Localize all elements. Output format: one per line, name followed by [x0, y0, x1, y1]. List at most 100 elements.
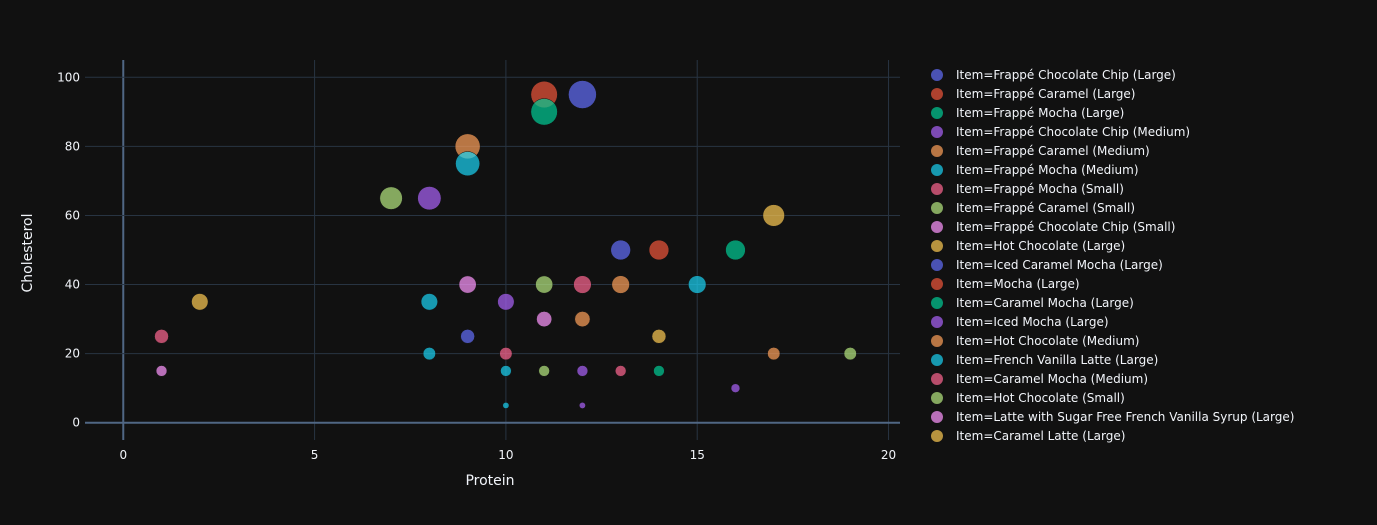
data-point — [497, 293, 515, 311]
data-point — [762, 204, 785, 227]
data-point — [535, 275, 554, 294]
legend-item[interactable]: Item=Frappé Mocha (Large) — [931, 106, 1124, 120]
legend-item[interactable]: Item=Latte with Sugar Free French Vanill… — [931, 410, 1294, 424]
data-point — [191, 293, 209, 311]
data-point — [574, 311, 591, 328]
data-point — [725, 239, 746, 261]
x-tick-label: 20 — [881, 448, 896, 462]
data-point — [458, 275, 477, 294]
legend-item[interactable]: Item=Frappé Chocolate Chip (Large) — [931, 68, 1176, 82]
data-point — [155, 365, 168, 377]
legend-item[interactable]: Item=Iced Mocha (Large) — [931, 315, 1109, 329]
legend-item[interactable]: Item=Iced Caramel Mocha (Large) — [931, 258, 1163, 272]
data-point — [767, 347, 781, 361]
legend-label: Item=Hot Chocolate (Small) — [956, 391, 1125, 405]
legend-label: Item=Frappé Mocha (Medium) — [956, 163, 1139, 177]
legend-label: Item=Frappé Caramel (Small) — [956, 201, 1135, 215]
legend-item[interactable]: Item=Frappé Mocha (Small) — [931, 182, 1124, 196]
data-point — [420, 293, 438, 311]
legend-marker — [931, 373, 943, 385]
y-tick-label: 80 — [65, 139, 80, 153]
legend-item[interactable]: Item=Frappé Mocha (Medium) — [931, 163, 1139, 177]
legend-label: Item=Frappé Mocha (Small) — [956, 182, 1124, 196]
legend: Item=Frappé Chocolate Chip (Large) Item=F… — [931, 68, 1294, 443]
legend-label: Item=Caramel Mocha (Medium) — [956, 372, 1148, 386]
legend-marker — [931, 69, 943, 81]
data-point — [573, 275, 592, 294]
data-point — [730, 383, 741, 393]
legend-label: Item=Iced Caramel Mocha (Large) — [956, 258, 1163, 272]
legend-item[interactable]: Item=Frappé Caramel (Medium) — [931, 144, 1150, 158]
legend-label: Item=Frappé Chocolate Chip (Medium) — [956, 125, 1190, 139]
legend-item[interactable]: Item=Caramel Mocha (Large) — [931, 296, 1134, 310]
legend-marker — [931, 430, 943, 442]
legend-marker — [931, 240, 943, 252]
legend-label: Item=Hot Chocolate (Large) — [956, 239, 1125, 253]
legend-label: Item=Caramel Latte (Large) — [956, 429, 1125, 443]
legend-marker — [931, 392, 943, 404]
legend-item[interactable]: Item=Caramel Latte (Large) — [931, 429, 1125, 443]
data-point — [610, 239, 631, 261]
data-point — [611, 275, 630, 294]
data-point — [653, 365, 665, 377]
y-tick-label: 0 — [72, 416, 80, 430]
data-point — [576, 365, 589, 377]
data-point — [648, 239, 670, 261]
x-axis-title: Protein — [465, 473, 514, 489]
data-point — [379, 186, 403, 210]
legend-marker — [931, 164, 943, 176]
legend-marker — [931, 202, 943, 214]
data-point — [417, 186, 442, 211]
data-point — [500, 365, 512, 377]
y-tick-label: 40 — [65, 278, 80, 292]
legend-label: Item=Frappé Mocha (Large) — [956, 106, 1124, 120]
legend-item[interactable]: Item=French Vanilla Latte (Large) — [931, 353, 1158, 367]
data-point — [615, 365, 627, 377]
data-point — [499, 347, 513, 361]
legend-label: Item=Caramel Mocha (Large) — [956, 296, 1134, 310]
data-point — [538, 365, 550, 377]
data-point — [568, 80, 597, 109]
data-points — [154, 80, 857, 409]
data-point — [536, 311, 553, 328]
legend-marker — [931, 259, 943, 271]
legend-marker — [931, 126, 943, 138]
data-point — [651, 329, 667, 344]
y-axis-title: Cholesterol — [20, 213, 36, 292]
data-point — [688, 275, 707, 294]
legend-label: Item=Frappé Caramel (Medium) — [956, 144, 1150, 158]
x-tick-label: 15 — [690, 448, 705, 462]
legend-item[interactable]: Item=Frappé Chocolate Chip (Medium) — [931, 125, 1190, 139]
legend-item[interactable]: Item=Hot Chocolate (Large) — [931, 239, 1125, 253]
y-tick-label: 20 — [65, 347, 80, 361]
legend-marker — [931, 183, 943, 195]
legend-label: Item=Hot Chocolate (Medium) — [956, 334, 1139, 348]
legend-label: Item=Frappé Chocolate Chip (Small) — [956, 220, 1175, 234]
legend-marker — [931, 88, 943, 100]
legend-label: Item=Frappé Caramel (Large) — [956, 87, 1135, 101]
y-tick-label: 60 — [65, 208, 80, 222]
legend-marker — [931, 335, 943, 347]
legend-marker — [931, 221, 943, 233]
data-point — [579, 402, 586, 409]
legend-label: Item=Mocha (Large) — [956, 277, 1080, 291]
legend-item[interactable]: Item=Hot Chocolate (Medium) — [931, 334, 1139, 348]
data-point — [455, 151, 481, 177]
legend-item[interactable]: Item=Hot Chocolate (Small) — [931, 391, 1125, 405]
data-point — [502, 402, 510, 409]
legend-item[interactable]: Item=Frappé Chocolate Chip (Small) — [931, 220, 1175, 234]
legend-marker — [931, 297, 943, 309]
legend-label: Item=Frappé Chocolate Chip (Large) — [956, 68, 1176, 82]
legend-item[interactable]: Item=Frappé Caramel (Small) — [931, 201, 1135, 215]
data-point — [422, 347, 436, 361]
data-point — [530, 98, 558, 126]
legend-marker — [931, 278, 943, 290]
legend-item[interactable]: Item=Frappé Caramel (Large) — [931, 87, 1135, 101]
legend-marker — [931, 411, 943, 423]
legend-marker — [931, 354, 943, 366]
x-tick-label: 10 — [498, 448, 513, 462]
legend-item[interactable]: Item=Caramel Mocha (Medium) — [931, 372, 1148, 386]
legend-label: Item=Iced Mocha (Large) — [956, 315, 1109, 329]
legend-item[interactable]: Item=Mocha (Large) — [931, 277, 1080, 291]
